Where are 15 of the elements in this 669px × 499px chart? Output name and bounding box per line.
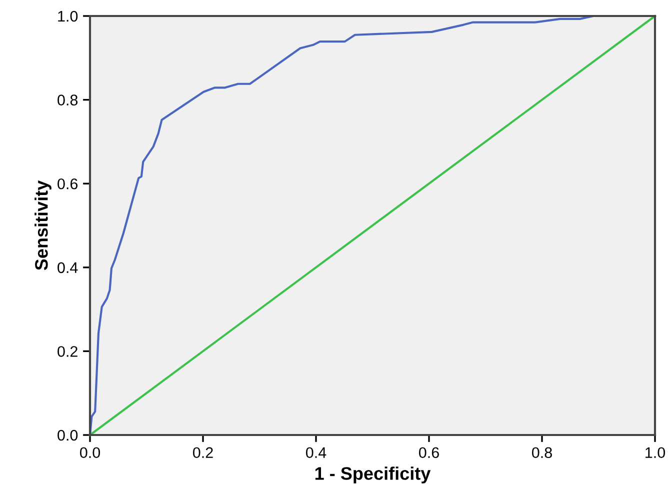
y-tick-label: 0.4 [58, 262, 78, 274]
y-tick-label: 0.6 [58, 178, 78, 190]
x-tick-label: 0.4 [306, 447, 326, 458]
y-tick-label: 0.2 [58, 346, 78, 357]
y-tick-label: 1.0 [58, 10, 78, 22]
x-axis-title: 1 - Specificity [315, 466, 431, 484]
line-series [88, 14, 656, 436]
x-tick-label: 1.0 [646, 447, 666, 458]
x-tick-label: 0.6 [418, 447, 439, 458]
x-tick-label: 0.8 [532, 447, 552, 458]
y-axis-title: Sensitivity [34, 180, 52, 270]
y-tick-label: 0.0 [58, 430, 78, 441]
x-tick-label: 0.2 [192, 447, 213, 458]
x-tick-label: 0.0 [80, 447, 100, 458]
y-tick-label: 0.8 [58, 94, 78, 106]
